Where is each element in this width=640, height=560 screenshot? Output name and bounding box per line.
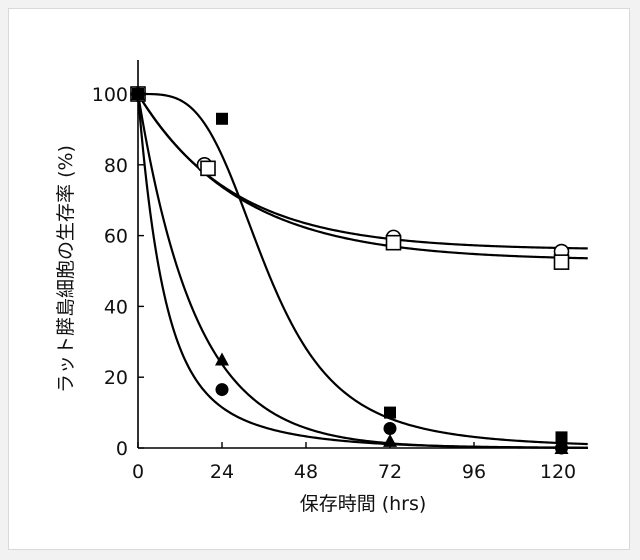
data-point-filled-circle — [555, 441, 568, 455]
y-tick-label: 40 — [104, 296, 128, 318]
x-tick-label: 24 — [210, 461, 234, 483]
figure-frame — [8, 8, 630, 550]
x-tick-label: 48 — [294, 461, 318, 483]
data-markers — [130, 86, 570, 455]
data-point-filled-square — [216, 112, 228, 125]
data-point-open-square — [385, 234, 402, 251]
data-point-filled-triangle — [383, 433, 397, 447]
fit-curve-filled-circle — [136, 93, 588, 449]
data-point-filled-circle — [215, 383, 229, 397]
y-tick-label: 0 — [116, 438, 128, 460]
x-tick-label: 0 — [132, 461, 144, 483]
y-axis-label: ラット膵島細胞の生存率 (%) — [55, 145, 77, 393]
y-tick-label: 80 — [104, 155, 128, 177]
data-point-open-square — [200, 160, 216, 177]
x-axis-label: 保存時間 (hrs) — [300, 493, 427, 515]
fit-curve-filled-triangle — [136, 93, 588, 449]
fit-curve-open-square — [137, 93, 588, 260]
data-point-filled-triangle — [215, 352, 229, 366]
x-tick-label: 96 — [462, 461, 486, 483]
data-point-filled-square — [555, 431, 568, 444]
data-point-filled-square — [384, 406, 396, 419]
x-tick-label: 120 — [540, 461, 576, 483]
data-point-open-square — [553, 254, 570, 270]
axes: 0 20 40 60 80 100 0 24 48 72 96 120 — [92, 60, 588, 483]
y-tick-label: 100 — [92, 84, 128, 106]
fit-curves — [136, 92, 588, 449]
fit-curve-filled-square — [138, 92, 588, 446]
y-tick-label: 20 — [104, 367, 128, 389]
data-point-filled-circle — [131, 87, 145, 101]
y-tick-label: 60 — [104, 226, 128, 248]
data-point-filled-circle — [383, 422, 397, 436]
x-tick-label: 72 — [378, 461, 402, 483]
